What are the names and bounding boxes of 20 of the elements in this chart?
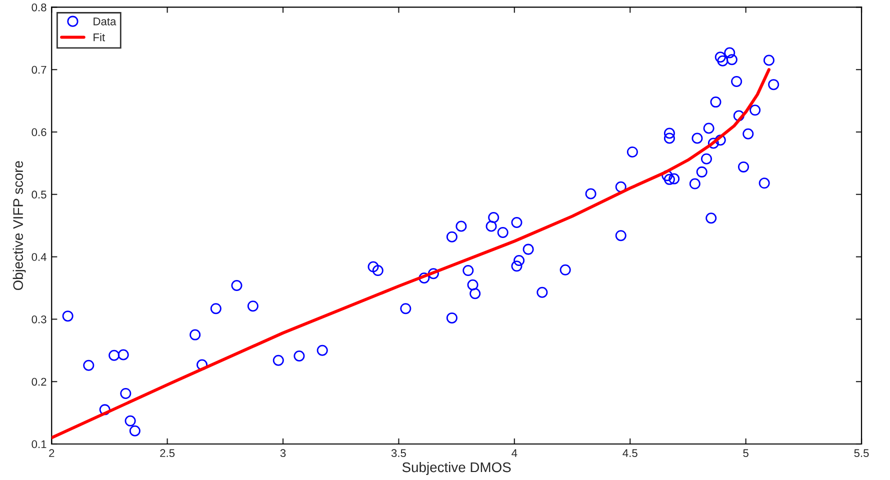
y-tick-label: 0.7 [32,66,46,74]
legend-label: Fit [94,33,105,42]
y-tick-label: 0.6 [32,128,46,136]
y-axis-title: Objective VIFP score [12,161,26,290]
x-tick-label: 5 [743,449,748,458]
y-tick-label: 0.2 [32,378,46,386]
x-tick-label: 3 [280,449,286,458]
x-tick-label: 2 [49,449,54,457]
x-tick-label: 5.5 [854,449,869,458]
x-tick-label: 2.5 [160,449,175,458]
y-tick-label: 0.4 [32,253,46,261]
x-tick-label: 3.5 [391,449,406,458]
legend-label: Data [94,18,116,26]
x-axis-title: Subjective DMOS [402,462,511,475]
y-tick-label: 0.1 [32,440,46,448]
y-tick-label: 0.8 [32,3,46,12]
y-tick-label: 0.5 [32,190,46,199]
x-tick-label: 4 [512,449,518,457]
y-tick-label: 0.3 [32,315,46,324]
x-tick-label: 4.5 [622,449,638,458]
